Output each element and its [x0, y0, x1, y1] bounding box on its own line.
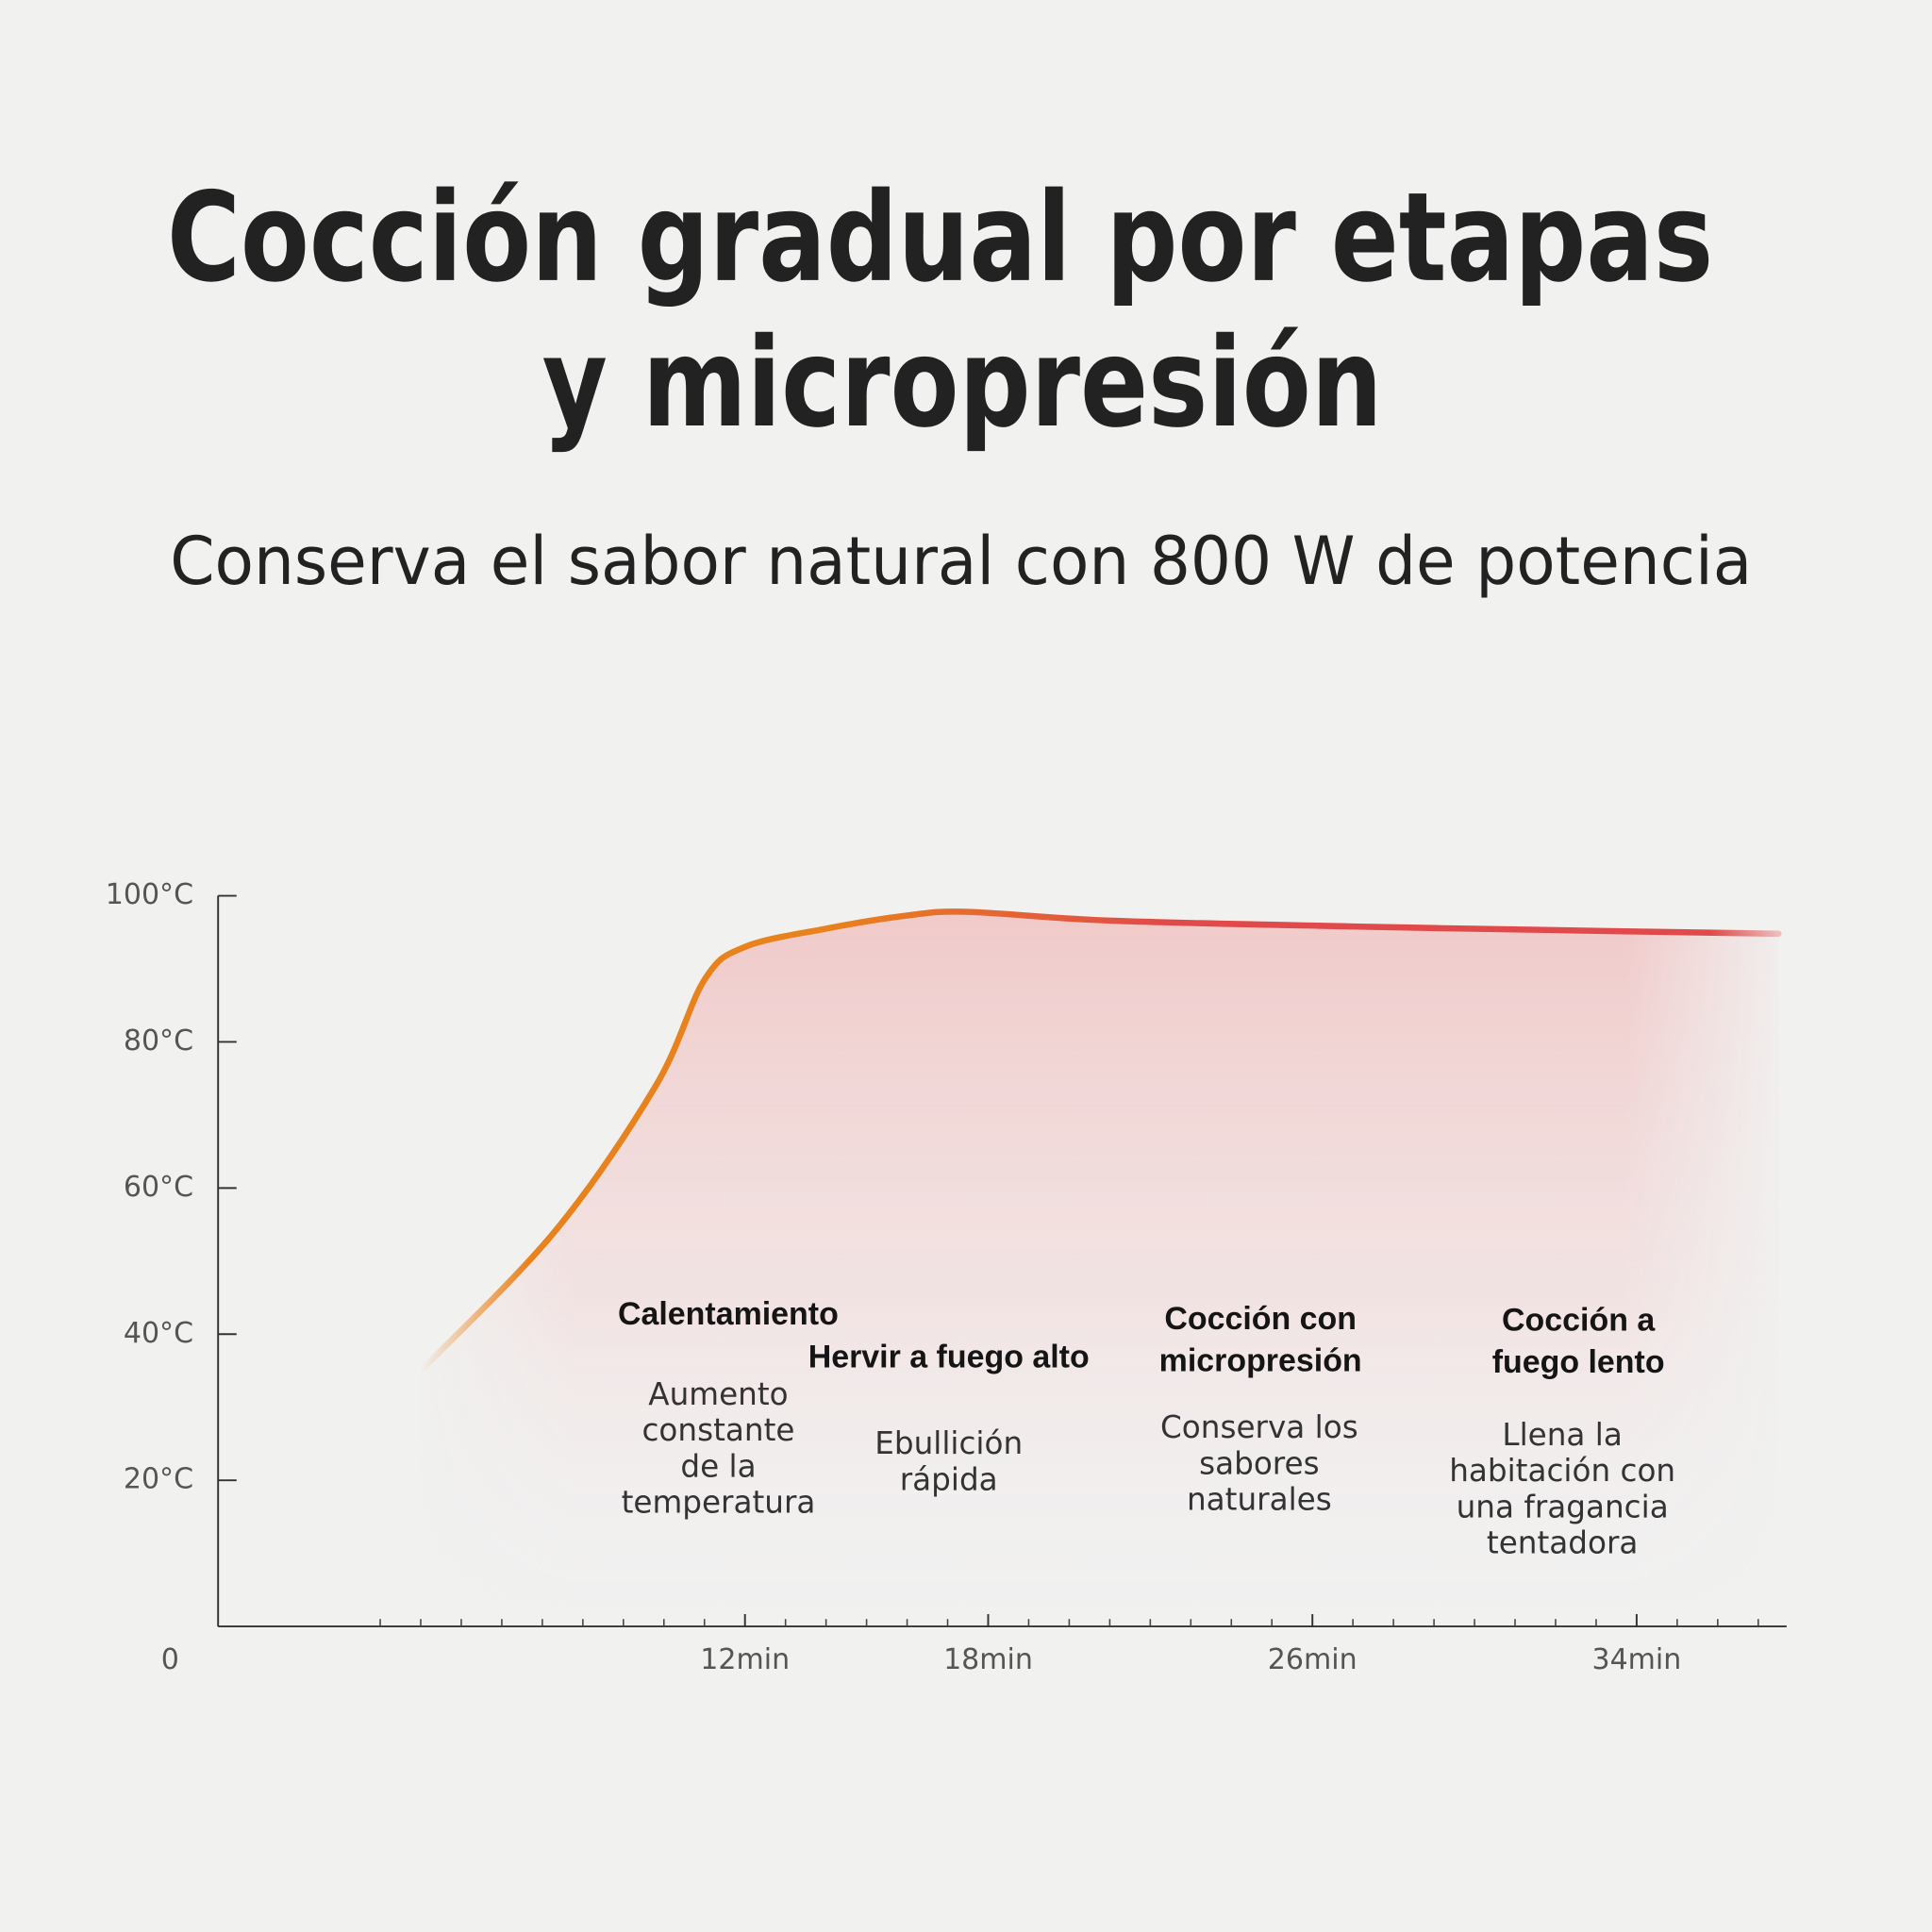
y-tick-label: 40°C: [124, 1317, 193, 1350]
stage-description: Aumento: [648, 1376, 788, 1412]
stage-description: sabores: [1199, 1445, 1320, 1481]
line: [417, 908, 1782, 1374]
y-tick-label: 0: [161, 1643, 179, 1676]
x-tick-label: 34min: [1591, 1643, 1681, 1676]
x-tick-label: 18min: [943, 1643, 1033, 1676]
y-tick-label: 60°C: [124, 1171, 193, 1204]
stage-title: Hervir a fuego alto: [808, 1340, 1090, 1375]
title-line: y micropresión: [542, 311, 1383, 455]
stage-title: Cocción a: [1502, 1302, 1656, 1338]
stage-description: constante: [641, 1412, 794, 1448]
stage-title: micropresión: [1159, 1343, 1362, 1379]
area: [421, 911, 1779, 1627]
stage-description: de la: [680, 1448, 756, 1484]
stage-title: Cocción con: [1164, 1301, 1357, 1337]
x-tick-label: 26min: [1268, 1643, 1357, 1676]
stage-title: fuego lento: [1492, 1344, 1665, 1380]
stage-description: tentadora: [1487, 1525, 1638, 1561]
plot: 0 20°C 40°C 60°C 80°C 100°C 12min 18min 26min 34m…: [106, 878, 1787, 1676]
title-line: Cocción gradual por etapas: [167, 166, 1713, 309]
stage-description: temperatura: [622, 1485, 816, 1521]
stage-description: Llena la: [1502, 1417, 1622, 1453]
stage-description: rápida: [900, 1461, 998, 1497]
subtitle: Conserva el sabor natural con 800 W de p…: [170, 523, 1752, 600]
stage-description: una fragancia: [1457, 1489, 1669, 1524]
stage-description: Conserva los: [1160, 1409, 1358, 1445]
stage-description: habitación con: [1449, 1453, 1675, 1489]
area-group: [421, 911, 1779, 1627]
stage-title: Calentamiento: [618, 1296, 839, 1332]
y-tick-label: 100°C: [106, 878, 193, 911]
stage-description: naturales: [1187, 1482, 1332, 1518]
x-tick-label: 12min: [700, 1643, 790, 1676]
stage-description: Ebullición: [874, 1425, 1023, 1461]
y-tick-label: 20°C: [124, 1463, 193, 1496]
y-tick-label: 80°C: [124, 1024, 193, 1058]
